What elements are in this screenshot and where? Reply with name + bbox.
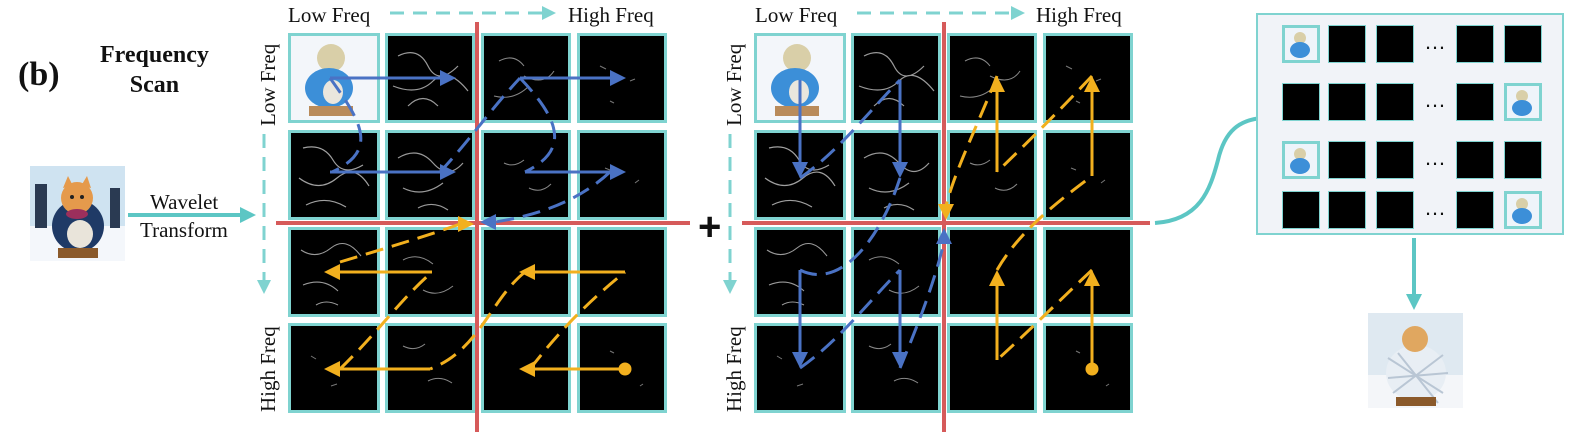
left-cell-r1c1-image [288, 33, 380, 123]
right-cell-r4c2 [851, 323, 941, 413]
wavelet-arrow [128, 207, 256, 223]
right-scan-blue-path [792, 78, 952, 370]
panel-r3-img [1282, 141, 1320, 179]
panel-r3-tile3 [1376, 141, 1414, 179]
right-cell-r2c2 [851, 130, 941, 220]
panel-r2-ellipsis: … [1424, 87, 1446, 112]
left-side-freq-arrow [257, 134, 271, 294]
plus-sign: + [698, 205, 722, 249]
panel-r3-tile5 [1504, 141, 1542, 179]
right-cell-r3c4 [1043, 227, 1133, 317]
panel-r3-ellipsis: … [1424, 145, 1446, 170]
figure-title-line2: Scan [129, 72, 180, 98]
left-cell-r2c4 [577, 130, 667, 220]
panel-r4-tile1 [1282, 191, 1320, 229]
wavelet-label-line2: Transform [140, 218, 228, 242]
token-sequence-panel: … … … … [1256, 13, 1564, 235]
panel-r4-tile4 [1456, 191, 1494, 229]
panel-r3-tile2 [1328, 141, 1366, 179]
input-cat-image [30, 166, 125, 261]
right-scan-yellow-path [938, 74, 1100, 376]
figure-label: (b) [18, 56, 60, 93]
left-top-high-freq: High Freq [568, 3, 654, 27]
panel-r2-tile1 [1282, 83, 1320, 121]
figure-title: Frequency Scan [100, 40, 209, 100]
right-top-high-freq: High Freq [1036, 3, 1122, 27]
left-cell-r2c2 [385, 130, 475, 220]
wavelet-label-line1: Wavelet [150, 190, 219, 214]
panel-r1-tile5 [1504, 25, 1542, 63]
left-cell-r2c1 [288, 130, 380, 220]
left-scan-blue-path [328, 70, 626, 230]
panel-r4-ellipsis: … [1424, 195, 1446, 220]
panel-r1-tile3 [1376, 25, 1414, 63]
left-cell-r2c3 [481, 130, 571, 220]
right-top-freq-arrow [857, 6, 1025, 20]
panel-r1-ellipsis: … [1424, 29, 1446, 54]
right-cell-r1c3 [947, 33, 1037, 123]
panel-r3-tile4 [1456, 141, 1494, 179]
right-cell-r1c2 [851, 33, 941, 123]
right-top-low-freq: Low Freq [755, 3, 838, 27]
panel-r4-img [1504, 191, 1542, 229]
panel-r2-tile4 [1456, 83, 1494, 121]
right-cell-r3c3 [947, 227, 1037, 317]
panel-r4-tile2 [1328, 191, 1366, 229]
output-arrow [1406, 238, 1422, 310]
figure-title-line1: Frequency [100, 42, 209, 68]
panel-r2-img [1504, 83, 1542, 121]
right-cell-r2c3 [947, 130, 1037, 220]
output-image [1368, 313, 1463, 408]
panel-r2-tile2 [1328, 83, 1366, 121]
right-side-freq-arrow [723, 134, 737, 294]
panel-r1-img [1282, 25, 1320, 63]
right-cell-r1c4 [1043, 33, 1133, 123]
left-scan-overlay [276, 22, 690, 432]
panel-r2-tile3 [1376, 83, 1414, 121]
right-cell-r2c4 [1043, 130, 1133, 220]
right-cell-r1c1-image [754, 33, 846, 123]
left-top-freq-arrow [390, 6, 556, 20]
panel-connector-arrow [1154, 116, 1263, 225]
panel-r4-tile3 [1376, 191, 1414, 229]
left-top-low-freq: Low Freq [288, 3, 371, 27]
panel-r1-tile2 [1328, 25, 1366, 63]
panel-r1-tile4 [1456, 25, 1494, 63]
left-scan-yellow-path [324, 216, 632, 377]
